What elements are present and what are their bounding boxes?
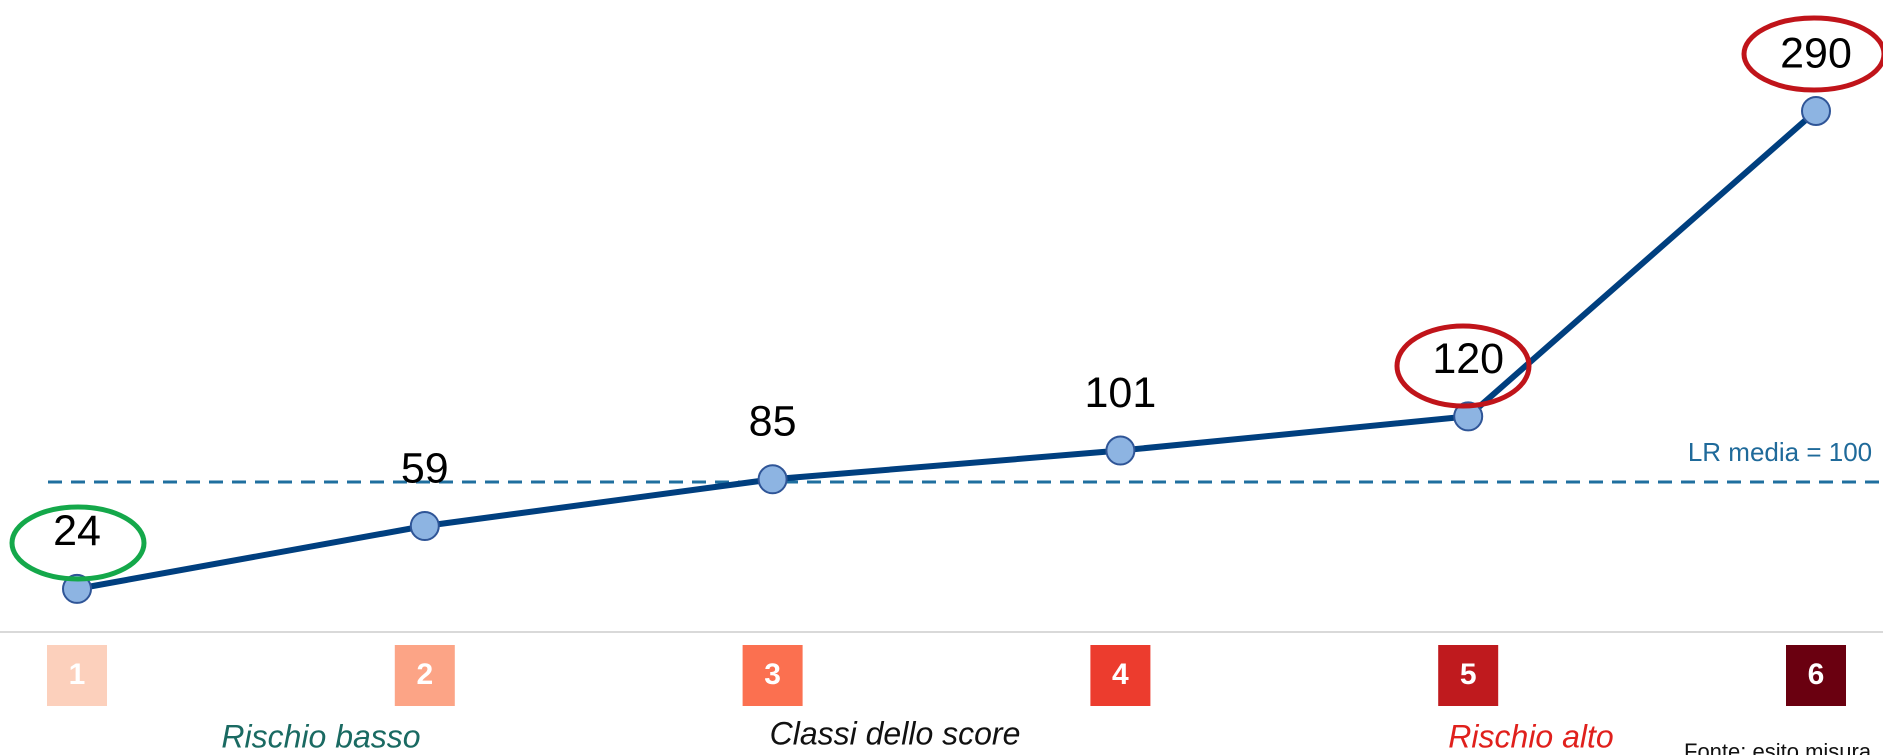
x-axis-label: Classi dello score <box>770 715 1021 751</box>
marks: 1 2 3 4 5 6 24 59 85 101 120 290 <box>47 29 1852 706</box>
category-box <box>1786 645 1846 706</box>
highlight-circle <box>1741 15 1883 93</box>
line <box>76 108 1818 592</box>
data-label: 24 <box>53 507 101 555</box>
reference-label: LR media = 100 <box>1688 437 1872 467</box>
high-risk-label: Rischio alto <box>1448 718 1613 754</box>
data-label: 85 <box>749 398 797 446</box>
category-box <box>47 645 107 706</box>
data-label: 59 <box>401 444 449 492</box>
category-label: 5 <box>1460 658 1477 691</box>
data-label: 120 <box>1432 335 1504 383</box>
data-label: 290 <box>1780 29 1852 77</box>
point <box>1453 401 1484 432</box>
category-label: 3 <box>764 658 781 691</box>
category-label: 1 <box>69 658 86 691</box>
category-label: 6 <box>1808 658 1825 691</box>
category-box <box>1438 645 1499 706</box>
category-label: 2 <box>416 658 433 691</box>
point <box>409 510 440 541</box>
category-box <box>742 645 803 706</box>
point <box>62 573 92 604</box>
category-label: 4 <box>1112 658 1129 691</box>
point <box>757 464 788 495</box>
data-label: 101 <box>1085 369 1157 417</box>
category-box <box>394 645 455 706</box>
highlight-circle <box>9 504 147 582</box>
low-risk-label: Rischio basso <box>221 718 420 754</box>
source-note: Fonte: esito misura <box>1684 739 1872 755</box>
highlight-circle <box>1394 323 1532 409</box>
point <box>1801 95 1831 126</box>
category-box <box>1090 645 1151 706</box>
point <box>1105 435 1136 466</box>
